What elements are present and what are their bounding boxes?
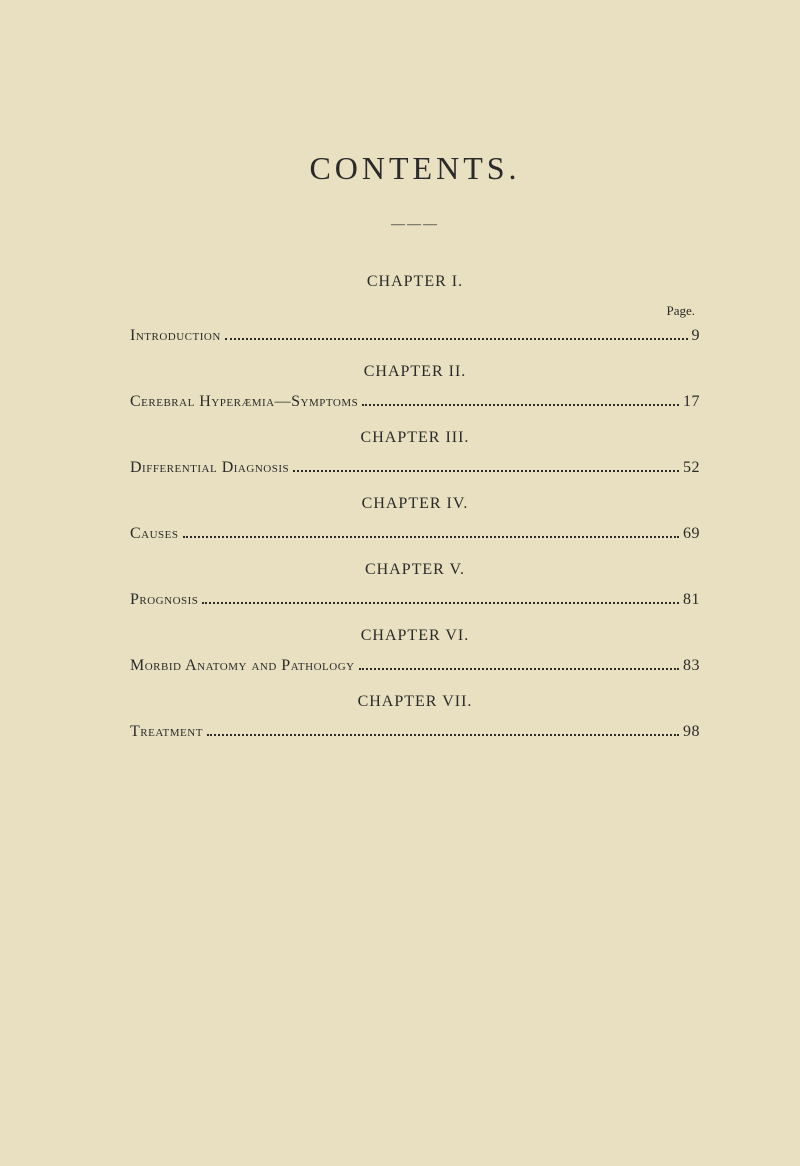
- title-divider: ———: [130, 217, 700, 233]
- entry-page: 9: [692, 327, 701, 345]
- chapter-section: CHAPTER I. Page. Introduction 9: [130, 273, 700, 345]
- dots-leader: [359, 668, 679, 670]
- toc-entry: Cerebral Hyperæmia—Symptoms 17: [130, 393, 700, 411]
- entry-page: 69: [683, 525, 700, 543]
- chapter-heading: CHAPTER VI.: [130, 627, 700, 645]
- dots-leader: [202, 602, 679, 604]
- toc-entry: Treatment 98: [130, 723, 700, 741]
- toc-entry: Prognosis 81: [130, 591, 700, 609]
- entry-label: Treatment: [130, 723, 203, 741]
- chapter-heading: CHAPTER I.: [130, 273, 700, 291]
- contents-title: CONTENTS.: [130, 150, 700, 187]
- entry-page: 81: [683, 591, 700, 609]
- toc-entry: Differential Diagnosis 52: [130, 459, 700, 477]
- chapter-section: CHAPTER VI. Morbid Anatomy and Pathology…: [130, 627, 700, 675]
- dots-leader: [225, 338, 688, 340]
- chapter-section: CHAPTER V. Prognosis 81: [130, 561, 700, 609]
- chapter-section: CHAPTER VII. Treatment 98: [130, 693, 700, 741]
- dots-leader: [293, 470, 679, 472]
- entry-label: Causes: [130, 525, 179, 543]
- dots-leader: [362, 404, 679, 406]
- chapter-heading: CHAPTER III.: [130, 429, 700, 447]
- dots-leader: [183, 536, 679, 538]
- chapter-section: CHAPTER IV. Causes 69: [130, 495, 700, 543]
- entry-label: Differential Diagnosis: [130, 459, 289, 477]
- entry-page: 17: [683, 393, 700, 411]
- toc-entry: Morbid Anatomy and Pathology 83: [130, 657, 700, 675]
- chapter-heading: CHAPTER II.: [130, 363, 700, 381]
- toc-entry: Introduction 9: [130, 327, 700, 345]
- chapter-heading: CHAPTER VII.: [130, 693, 700, 711]
- chapter-heading: CHAPTER IV.: [130, 495, 700, 513]
- chapter-section: CHAPTER II. Cerebral Hyperæmia—Symptoms …: [130, 363, 700, 411]
- chapter-section: CHAPTER III. Differential Diagnosis 52: [130, 429, 700, 477]
- entry-page: 52: [683, 459, 700, 477]
- entry-label: Prognosis: [130, 591, 198, 609]
- entry-page: 98: [683, 723, 700, 741]
- chapter-heading: CHAPTER V.: [130, 561, 700, 579]
- dots-leader: [207, 734, 679, 736]
- page-label: Page.: [130, 303, 700, 319]
- entry-label: Introduction: [130, 327, 221, 345]
- entry-label: Cerebral Hyperæmia—Symptoms: [130, 393, 358, 411]
- toc-entry: Causes 69: [130, 525, 700, 543]
- entry-page: 83: [683, 657, 700, 675]
- entry-label: Morbid Anatomy and Pathology: [130, 657, 355, 675]
